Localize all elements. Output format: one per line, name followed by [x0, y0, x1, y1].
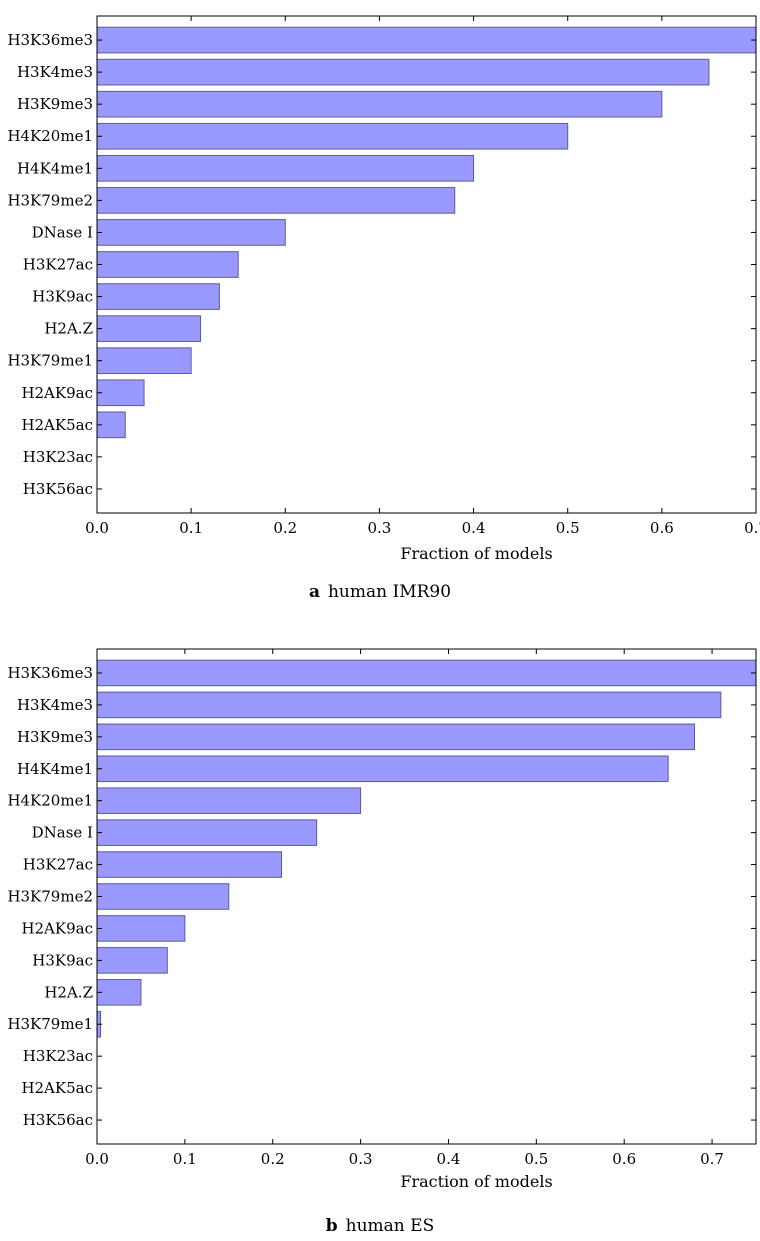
- ytick-label-a-13: H3K23ac: [23, 448, 93, 466]
- ytick-label-b-10: H2A.Z: [44, 983, 93, 1001]
- ytick-label-a-14: H3K56ac: [23, 480, 93, 498]
- ytick-label-a-2: H3K9me3: [17, 95, 93, 113]
- plot-frame-b: [96, 648, 757, 1145]
- xtick-label-b-5: 0.5: [524, 1150, 548, 1168]
- xtick-label-a-7: 0.7: [744, 519, 760, 537]
- ytick-label-b-3: H4K4me1: [17, 760, 93, 778]
- bar-a-11: [96, 379, 145, 407]
- chart-panel-a: H3K36me3 H3K4me3 H3K9me3 H4K20me1 H4K4me1 H3K…: [0, 0, 760, 620]
- bar-b-7: [96, 883, 230, 910]
- caption-letter-b: b: [325, 1216, 338, 1236]
- bar-a-6: [96, 219, 286, 246]
- xtick-label-b-3: 0.3: [349, 1150, 373, 1168]
- caption-a: a human IMR90: [0, 582, 760, 602]
- ytick-label-b-8: H2AK9ac: [21, 919, 93, 937]
- chart-panel-b: H3K36me3 H3K4me3 H3K9me3 H4K4me1 H4K20me1 DNa…: [0, 620, 760, 1241]
- bar-b-5: [96, 819, 318, 846]
- ytick-label-a-7: H3K27ac: [23, 256, 93, 274]
- bar-a-3: [96, 122, 569, 150]
- ytick-label-b-12: H3K23ac: [23, 1047, 93, 1065]
- xtick-label-b-4: 0.4: [437, 1150, 461, 1168]
- ytick-label-b-4: H4K20me1: [7, 792, 93, 810]
- xtick-label-a-2: 0.2: [273, 519, 297, 537]
- ytick-label-a-5: H3K79me2: [7, 191, 93, 209]
- ytick-label-a-3: H4K20me1: [7, 127, 93, 145]
- ytick-label-b-6: H3K27ac: [23, 856, 93, 874]
- caption-text-a: human IMR90: [327, 582, 452, 602]
- ytick-label-b-1: H3K4me3: [17, 696, 93, 714]
- bar-b-8: [96, 915, 186, 942]
- bar-chart-a: H3K36me3 H3K4me3 H3K9me3 H4K20me1 H4K4me1 H3K…: [7, 15, 760, 563]
- bar-a-1: [96, 58, 710, 86]
- xtick-label-b-1: 0.1: [173, 1150, 197, 1168]
- bar-b-6: [96, 851, 283, 878]
- bar-b-1: [96, 691, 722, 719]
- ytick-label-b-2: H3K9me3: [17, 728, 93, 746]
- bar-b-0: [96, 659, 757, 687]
- bar-a-2: [96, 90, 663, 118]
- plot-frame-a: [96, 15, 757, 514]
- ytick-label-a-11: H2AK9ac: [21, 384, 93, 402]
- bar-b-10: [96, 979, 142, 1006]
- ytick-label-a-12: H2AK5ac: [21, 416, 93, 434]
- caption-text-b: human ES: [345, 1216, 435, 1236]
- bar-b-4: [96, 787, 362, 814]
- ytick-label-a-4: H4K4me1: [17, 159, 93, 177]
- ytick-label-a-0: H3K36me3: [7, 31, 93, 49]
- x-axis-label-a: Fraction of models: [400, 544, 552, 563]
- ytick-label-a-6: DNase I: [32, 223, 93, 241]
- xtick-label-a-6: 0.6: [650, 519, 674, 537]
- ytick-label-b-9: H3K9ac: [32, 951, 93, 969]
- bar-a-8: [96, 283, 220, 310]
- bar-b-2: [96, 723, 695, 751]
- bar-a-5: [96, 187, 456, 214]
- bar-b-3: [96, 755, 669, 783]
- ytick-label-b-7: H3K79me2: [7, 888, 93, 906]
- ytick-label-a-10: H3K79me1: [7, 352, 93, 370]
- x-axis-label-b: Fraction of models: [400, 1172, 552, 1191]
- caption-b: b human ES: [0, 1216, 760, 1236]
- xtick-label-b-6: 0.6: [612, 1150, 636, 1168]
- bar-a-7: [96, 251, 239, 278]
- xtick-label-b-7: 0.7: [700, 1150, 724, 1168]
- bar-chart-b: H3K36me3 H3K4me3 H3K9me3 H4K4me1 H4K20me1 DNa…: [7, 648, 757, 1191]
- bar-a-10: [96, 347, 192, 375]
- ytick-label-b-14: H3K56ac: [23, 1111, 93, 1129]
- ytick-label-b-13: H2AK5ac: [21, 1079, 93, 1097]
- bar-a-0: [96, 26, 757, 54]
- bar-a-4: [96, 154, 475, 182]
- xtick-label-a-4: 0.4: [462, 519, 486, 537]
- bar-a-9: [96, 315, 202, 342]
- ytick-label-a-9: H2A.Z: [44, 320, 93, 338]
- bar-b-9: [96, 947, 168, 974]
- ytick-label-a-1: H3K4me3: [17, 63, 93, 81]
- xtick-label-a-3: 0.3: [367, 519, 391, 537]
- xtick-label-a-0: 0.0: [85, 519, 109, 537]
- xtick-label-b-2: 0.2: [261, 1150, 285, 1168]
- xtick-label-b-0: 0.0: [85, 1150, 109, 1168]
- ytick-label-b-11: H3K79me1: [7, 1015, 93, 1033]
- ytick-label-b-5: DNase I: [32, 824, 93, 842]
- xtick-label-a-1: 0.1: [179, 519, 203, 537]
- caption-letter-a: a: [308, 582, 320, 602]
- ytick-label-a-8: H3K9ac: [32, 288, 93, 306]
- xtick-label-a-5: 0.5: [556, 519, 580, 537]
- ytick-label-b-0: H3K36me3: [7, 664, 93, 682]
